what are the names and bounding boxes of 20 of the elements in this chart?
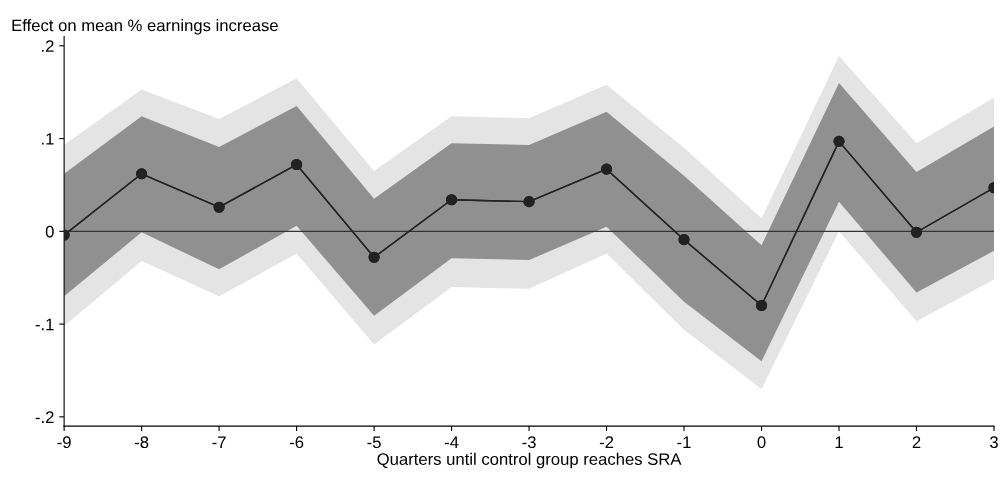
x-tick-label: -8 bbox=[134, 436, 149, 449]
x-tick-label: 2 bbox=[912, 436, 921, 448]
x-tick-label: -1 bbox=[677, 436, 691, 448]
x-tick-label: 0 bbox=[757, 436, 766, 449]
x-tick-label: -3 bbox=[522, 436, 536, 449]
x-tick-label: -9 bbox=[57, 436, 71, 449]
x-tick-label: 1 bbox=[835, 436, 843, 448]
x-axis-title: Quarters until control group reaches SRA bbox=[377, 452, 682, 469]
y-tick-label: -.1 bbox=[35, 318, 54, 331]
y-tick-label: 0 bbox=[45, 225, 54, 238]
x-tick-label: -4 bbox=[444, 436, 459, 448]
x-tick-label: -5 bbox=[367, 436, 381, 449]
y-tick-label: .2 bbox=[42, 40, 54, 52]
x-tick-label: 3 bbox=[989, 436, 998, 449]
x-tick-label: -2 bbox=[599, 436, 614, 448]
x-tick-label: -6 bbox=[289, 436, 304, 449]
y-axis-title: Effect on mean % earnings increase bbox=[12, 19, 278, 35]
y-tick-label: -.2 bbox=[35, 411, 54, 423]
x-tick-label: -7 bbox=[212, 436, 226, 448]
y-tick-label: .1 bbox=[42, 133, 54, 145]
